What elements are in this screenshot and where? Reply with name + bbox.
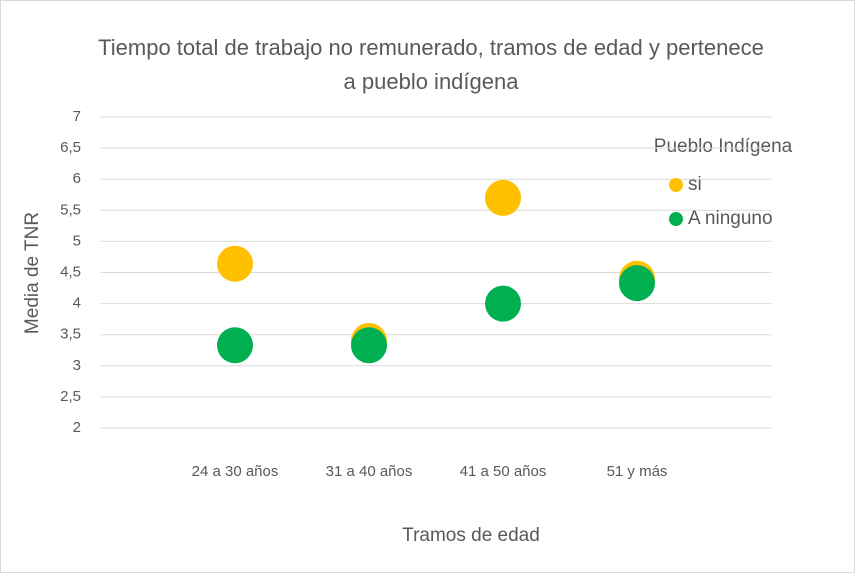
y-tick-label: 7 xyxy=(73,108,81,125)
x-tick-label: 51 y más xyxy=(607,463,668,480)
x-tick-label: 31 a 40 años xyxy=(326,463,413,480)
dot xyxy=(217,327,253,364)
dot xyxy=(351,327,387,364)
x-axis-title: Tramos de edad xyxy=(402,525,540,546)
legend-title: Pueblo Indígena xyxy=(654,136,793,157)
x-tick-label: 41 a 50 años xyxy=(460,463,547,480)
y-tick-label: 5,5 xyxy=(60,201,81,218)
y-tick-label: 2,5 xyxy=(60,388,81,405)
legend-marker xyxy=(669,178,683,192)
y-tick-label: 4,5 xyxy=(60,263,81,280)
dot xyxy=(485,179,521,216)
dot xyxy=(485,285,521,322)
y-tick-label: 3,5 xyxy=(60,326,81,343)
y-tick-label: 6 xyxy=(73,170,81,187)
legend-label: A ninguno xyxy=(688,208,773,229)
chart-title: Tiempo total de trabajo no remunerado, t… xyxy=(98,35,764,94)
legend-label: si xyxy=(688,174,702,195)
y-tick-label: 2 xyxy=(73,419,81,436)
y-tick-label: 4 xyxy=(73,295,81,312)
y-tick-label: 6,5 xyxy=(60,139,81,156)
y-tick-label: 5 xyxy=(73,232,81,249)
dot xyxy=(217,245,253,282)
x-tick-label: 24 a 30 años xyxy=(192,463,279,480)
dot xyxy=(619,265,655,302)
legend-marker xyxy=(669,212,683,226)
y-tick-label: 3 xyxy=(73,357,81,374)
y-axis-title: Media de TNR xyxy=(22,212,43,334)
